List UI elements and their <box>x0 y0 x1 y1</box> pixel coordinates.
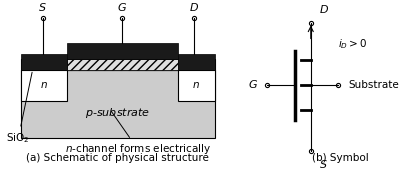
Text: $p$-substrate: $p$-substrate <box>85 106 150 120</box>
Text: $n$: $n$ <box>40 80 47 90</box>
Bar <box>21 54 67 70</box>
Text: D: D <box>318 5 327 15</box>
Text: (b) Symbol: (b) Symbol <box>311 153 368 163</box>
Text: $i_D > 0$: $i_D > 0$ <box>337 38 366 52</box>
Text: S: S <box>319 160 327 170</box>
Text: (a) Schematic of physical structure: (a) Schematic of physical structure <box>26 153 209 163</box>
Text: G: G <box>117 3 126 13</box>
Text: SiO$_2$: SiO$_2$ <box>6 72 32 145</box>
Text: G: G <box>248 80 256 90</box>
Text: Substrate: Substrate <box>347 80 398 90</box>
Text: D: D <box>190 3 198 13</box>
Bar <box>67 59 178 70</box>
Bar <box>178 70 214 101</box>
Text: $n$: $n$ <box>192 80 200 90</box>
Text: $n$-channel forms electrically: $n$-channel forms electrically <box>65 111 211 156</box>
Bar <box>67 43 178 59</box>
Bar <box>21 59 214 70</box>
Text: S: S <box>39 3 46 13</box>
Bar <box>21 70 214 138</box>
Bar <box>178 54 214 70</box>
Bar <box>21 70 67 101</box>
